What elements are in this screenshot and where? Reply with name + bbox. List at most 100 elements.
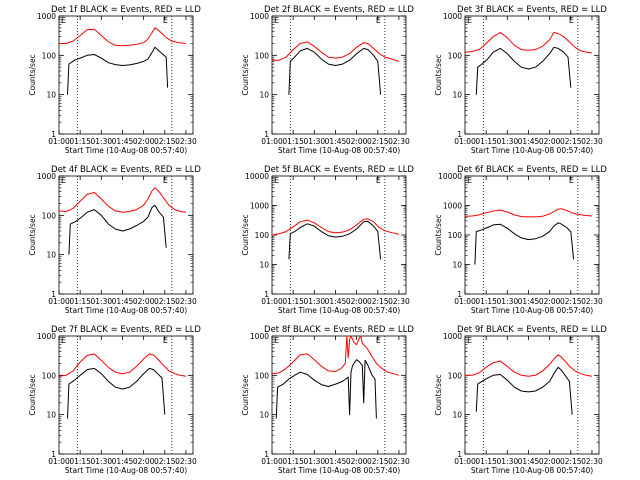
- x-tick-label: 01:30: [304, 457, 326, 466]
- y-tick-label: 10: [452, 91, 462, 100]
- x-tick-label: 01:00: [454, 297, 476, 306]
- x-tick-label: 01:00: [261, 137, 283, 146]
- x-tick-label: 01:00: [48, 297, 70, 306]
- y-axis-label: Counts/sec: [434, 214, 443, 255]
- y-tick-label: 1: [264, 130, 269, 139]
- y-tick-label: 1000: [37, 172, 56, 181]
- chart-title: Det 7f BLACK = Events, RED = LLD: [51, 325, 201, 335]
- x-tick-label: 01:30: [497, 457, 519, 466]
- y-tick-label: 100: [255, 51, 270, 60]
- x-tick-label: 02:30: [175, 137, 197, 146]
- series-line-lld: [465, 354, 592, 377]
- y-tick-label: 1000: [37, 12, 56, 21]
- e-marker-right: E: [376, 336, 381, 345]
- x-tick-label: 01:45: [112, 297, 134, 306]
- x-tick-label: 02:00: [539, 137, 561, 146]
- x-tick-label: 02:15: [154, 457, 176, 466]
- x-tick-label: 02:00: [539, 297, 561, 306]
- series-line-events: [67, 367, 166, 419]
- series-line-events: [275, 359, 377, 419]
- y-tick-label: 1000: [250, 12, 269, 21]
- plot-frame: [271, 175, 407, 295]
- y-tick-label: 100: [448, 231, 463, 240]
- e-marker-left: E: [274, 16, 279, 25]
- y-tick-label: 1: [264, 450, 269, 459]
- series-line-events: [67, 46, 169, 95]
- y-tick-label: 1: [51, 450, 56, 459]
- series-line-lld: [464, 32, 592, 54]
- x-tick-label: 02:15: [154, 297, 176, 306]
- series-line-events: [474, 222, 575, 265]
- y-tick-label: 100: [42, 51, 57, 60]
- x-tick-label: 02:30: [388, 457, 410, 466]
- y-tick-label: 1: [51, 290, 56, 299]
- y-tick-label: 100: [42, 211, 57, 220]
- x-tick-label: 01:45: [325, 457, 347, 466]
- x-tick-label: 02:30: [581, 457, 603, 466]
- series-line-lld: [58, 187, 186, 213]
- y-tick-label: 1000: [37, 332, 56, 341]
- x-tick-label: 01:00: [454, 137, 476, 146]
- y-tick-label: 100: [255, 231, 270, 240]
- y-tick-label: 1: [457, 290, 462, 299]
- x-tick-label: 02:30: [388, 297, 410, 306]
- e-marker-left: E: [61, 176, 66, 185]
- y-tick-label: 10: [46, 251, 56, 260]
- e-marker-right: E: [569, 16, 574, 25]
- x-tick-label: 02:15: [560, 457, 582, 466]
- chart-title: Det 8f BLACK = Events, RED = LLD: [264, 325, 414, 335]
- series-line-lld: [271, 218, 400, 236]
- e-marker-left: E: [61, 16, 66, 25]
- y-tick-label: 1000: [443, 12, 462, 21]
- x-tick-label: 02:15: [367, 297, 389, 306]
- plot-frame: [271, 335, 407, 455]
- y-tick-label: 1: [51, 130, 56, 139]
- e-marker-left: E: [467, 176, 472, 185]
- x-axis-label: Start Time (10-Aug-08 00:57:40): [65, 146, 187, 155]
- x-tick-label: 02:00: [133, 137, 155, 146]
- series-line-events: [475, 366, 573, 415]
- x-tick-label: 01:45: [325, 297, 347, 306]
- x-tick-label: 01:00: [261, 297, 283, 306]
- x-tick-label: 02:30: [581, 297, 603, 306]
- x-axis-label: Start Time (10-Aug-08 00:57:40): [471, 466, 593, 475]
- x-tick-label: 01:00: [454, 457, 476, 466]
- chart-title: Det 1f BLACK = Events, RED = LLD: [51, 5, 201, 15]
- x-tick-label: 02:00: [133, 457, 155, 466]
- e-marker-left: E: [467, 336, 472, 345]
- chart-title: Det 9f BLACK = Events, RED = LLD: [457, 325, 607, 335]
- x-tick-label: 02:30: [388, 137, 410, 146]
- x-axis-label: Start Time (10-Aug-08 00:57:40): [278, 146, 400, 155]
- x-tick-label: 01:30: [91, 137, 113, 146]
- e-marker-left: E: [61, 336, 66, 345]
- chart-title: Det 6f BLACK = Events, RED = LLD: [457, 165, 607, 175]
- y-tick-label: 1: [457, 450, 462, 459]
- y-axis-label: Counts/sec: [28, 214, 37, 255]
- series-line-events: [288, 47, 382, 95]
- x-tick-label: 01:30: [91, 297, 113, 306]
- x-tick-label: 01:00: [261, 457, 283, 466]
- x-tick-label: 01:15: [475, 457, 497, 466]
- x-tick-label: 02:30: [175, 297, 197, 306]
- x-axis-label: Start Time (10-Aug-08 00:57:40): [65, 306, 187, 315]
- x-tick-label: 02:15: [367, 137, 389, 146]
- e-marker-right: E: [163, 16, 168, 25]
- x-tick-label: 01:45: [518, 457, 540, 466]
- y-axis-label: Counts/sec: [434, 54, 443, 95]
- x-tick-label: 02:00: [539, 457, 561, 466]
- plot-frame: [464, 15, 600, 135]
- x-tick-label: 01:15: [475, 297, 497, 306]
- chart-title: Det 4f BLACK = Events, RED = LLD: [51, 165, 201, 175]
- e-marker-right: E: [569, 336, 574, 345]
- y-axis-label: Counts/sec: [28, 374, 37, 415]
- y-tick-label: 1: [264, 290, 269, 299]
- x-tick-label: 01:30: [304, 297, 326, 306]
- e-marker-left: E: [467, 16, 472, 25]
- x-tick-label: 02:15: [154, 137, 176, 146]
